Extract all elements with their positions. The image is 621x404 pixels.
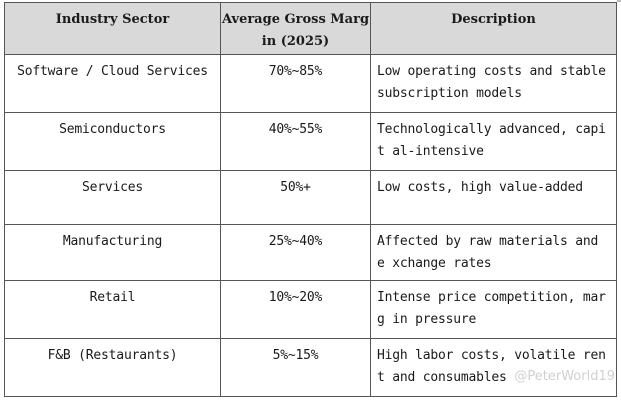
- sector-cell: Manufacturing: [4, 224, 221, 281]
- table-row: Retail 10%~20% Intense price competition…: [4, 280, 617, 339]
- sector-cell: Services: [4, 170, 221, 225]
- header-average-gross-margin: Average Gross Marg in (2025): [220, 2, 371, 55]
- table-row: Manufacturing 25%~40% Affected by raw ma…: [4, 224, 617, 281]
- margin-cell: 10%~20%: [220, 280, 371, 339]
- table-row: Software / Cloud Services 70%~85% Low op…: [4, 54, 617, 113]
- industry-margin-table-container: Industry Sector Average Gross Marg in (2…: [4, 2, 617, 397]
- sector-cell: Software / Cloud Services: [4, 54, 221, 113]
- industry-margin-table: Industry Sector Average Gross Marg in (2…: [4, 2, 617, 397]
- sector-cell: Semiconductors: [4, 112, 221, 171]
- description-cell: High labor costs, volatile rent and cons…: [370, 338, 617, 397]
- margin-cell: 70%~85%: [220, 54, 371, 113]
- header-industry-sector: Industry Sector: [4, 2, 221, 55]
- sector-cell: F&B (Restaurants): [4, 338, 221, 397]
- table-row: F&B (Restaurants) 5%~15% High labor cost…: [4, 338, 617, 397]
- margin-cell: 25%~40%: [220, 224, 371, 281]
- description-cell: Low operating costs and stable subscript…: [370, 54, 617, 113]
- description-cell: Intense price competition, marg in press…: [370, 280, 617, 339]
- description-cell: Low costs, high value-added: [370, 170, 617, 225]
- table-header-row: Industry Sector Average Gross Marg in (2…: [4, 2, 617, 55]
- sector-cell: Retail: [4, 280, 221, 339]
- margin-cell: 50%+: [220, 170, 371, 225]
- table-row: Semiconductors 40%~55% Technologically a…: [4, 112, 617, 171]
- margin-cell: 40%~55%: [220, 112, 371, 171]
- description-cell: Technologically advanced, capit al-inten…: [370, 112, 617, 171]
- margin-cell: 5%~15%: [220, 338, 371, 397]
- header-margin-text: Average Gross Marg in (2025): [221, 12, 370, 49]
- table-row: Services 50%+ Low costs, high value-adde…: [4, 170, 617, 225]
- header-description: Description: [370, 2, 617, 55]
- corner-mark: [617, 0, 621, 2]
- description-cell: Affected by raw materials and e xchange …: [370, 224, 617, 281]
